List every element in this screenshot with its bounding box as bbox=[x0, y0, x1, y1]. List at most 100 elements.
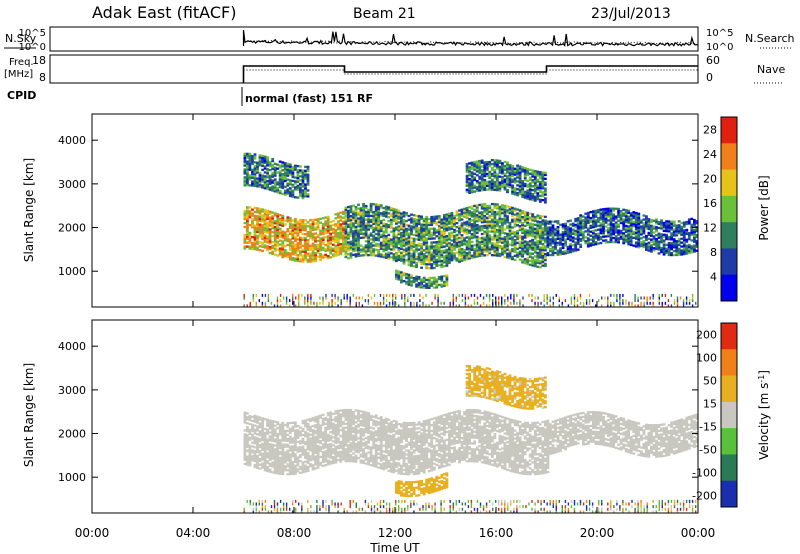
data-cell bbox=[647, 225, 651, 229]
data-cell bbox=[435, 264, 439, 267]
data-cell bbox=[655, 222, 658, 225]
data-cell bbox=[592, 214, 595, 217]
data-cell bbox=[349, 240, 353, 243]
ground-scatter-cell bbox=[531, 293, 533, 297]
ground-scatter-cell bbox=[507, 304, 509, 308]
data-cell bbox=[400, 235, 403, 239]
data-cell bbox=[531, 227, 535, 230]
data-cell bbox=[271, 431, 275, 435]
data-cell bbox=[475, 225, 479, 229]
data-cell bbox=[286, 455, 290, 458]
data-cell bbox=[369, 250, 373, 253]
data-cell bbox=[501, 229, 504, 232]
data-cell bbox=[480, 207, 484, 210]
data-cell bbox=[665, 226, 668, 229]
data-cell bbox=[410, 237, 413, 240]
data-cell bbox=[634, 217, 638, 221]
data-cell bbox=[506, 236, 509, 240]
data-cell bbox=[281, 224, 285, 227]
data-cell bbox=[538, 246, 542, 249]
data-cell bbox=[652, 231, 656, 234]
ground-scatter-cell bbox=[425, 304, 427, 308]
data-cell bbox=[253, 228, 257, 231]
data-cell bbox=[485, 240, 489, 243]
data-cell bbox=[412, 220, 416, 223]
data-cell bbox=[374, 242, 378, 245]
data-cell bbox=[624, 240, 628, 243]
data-cell bbox=[597, 228, 600, 231]
data-cell bbox=[571, 222, 575, 225]
data-cell bbox=[258, 235, 262, 238]
ground-scatter-cell bbox=[304, 301, 306, 305]
data-cell bbox=[627, 225, 631, 228]
data-cell bbox=[485, 180, 489, 183]
data-cell bbox=[379, 235, 383, 239]
data-cell bbox=[501, 223, 504, 227]
data-cell bbox=[379, 220, 383, 223]
ground-scatter-cell bbox=[570, 299, 573, 303]
ground-scatter-cell bbox=[610, 293, 612, 297]
data-cell bbox=[324, 222, 328, 225]
data-cell bbox=[342, 238, 345, 241]
data-cell bbox=[480, 179, 484, 182]
data-cell bbox=[465, 180, 469, 183]
data-cell bbox=[246, 178, 249, 181]
data-cell bbox=[589, 224, 593, 227]
data-cell bbox=[475, 237, 479, 240]
data-cell bbox=[637, 214, 641, 217]
data-cell bbox=[412, 239, 416, 242]
data-cell bbox=[256, 226, 259, 230]
data-cell bbox=[498, 233, 502, 236]
data-cell bbox=[627, 241, 631, 244]
data-cell bbox=[256, 215, 259, 218]
data-cell bbox=[586, 233, 590, 236]
data-cell bbox=[430, 237, 434, 240]
data-cell bbox=[266, 249, 269, 252]
data-cell bbox=[256, 417, 259, 420]
data-cell bbox=[569, 235, 572, 238]
data-cell bbox=[288, 220, 292, 224]
data-cell bbox=[695, 222, 699, 225]
data-cell bbox=[294, 433, 297, 436]
data-cell bbox=[354, 229, 358, 232]
data-cell bbox=[283, 250, 287, 254]
data-cell bbox=[369, 246, 373, 249]
data-cell bbox=[513, 179, 517, 182]
ground-scatter-cell bbox=[576, 304, 579, 308]
data-cell bbox=[458, 217, 461, 220]
data-cell bbox=[288, 467, 292, 470]
ground-scatter-cell bbox=[588, 299, 591, 303]
data-cell bbox=[357, 244, 360, 248]
data-cell bbox=[458, 248, 461, 251]
data-cell bbox=[566, 249, 570, 252]
data-cell bbox=[326, 247, 330, 250]
data-cell bbox=[480, 213, 484, 216]
data-cell bbox=[493, 165, 497, 168]
data-cell bbox=[475, 185, 479, 189]
ground-scatter-cell bbox=[492, 299, 494, 303]
data-cell bbox=[496, 188, 499, 192]
data-cell bbox=[288, 181, 292, 184]
data-cell bbox=[639, 243, 643, 246]
data-cell bbox=[243, 239, 247, 242]
data-cell bbox=[473, 252, 477, 255]
data-cell bbox=[415, 261, 418, 265]
data-cell bbox=[286, 188, 290, 191]
data-cell bbox=[417, 276, 421, 279]
data-cell bbox=[695, 228, 699, 231]
data-cell bbox=[594, 215, 598, 218]
ground-scatter-cell bbox=[685, 299, 688, 303]
data-cell bbox=[541, 260, 545, 263]
data-cell bbox=[501, 221, 504, 225]
data-cell bbox=[450, 235, 454, 238]
data-cell bbox=[513, 246, 517, 250]
data-cell bbox=[470, 246, 474, 249]
data-cell bbox=[682, 231, 686, 234]
data-cell bbox=[533, 199, 537, 202]
data-cell bbox=[261, 160, 264, 164]
data-cell bbox=[470, 161, 474, 164]
data-cell bbox=[266, 225, 269, 228]
data-cell bbox=[369, 206, 373, 210]
data-cell bbox=[508, 206, 512, 209]
data-cell bbox=[574, 219, 578, 223]
